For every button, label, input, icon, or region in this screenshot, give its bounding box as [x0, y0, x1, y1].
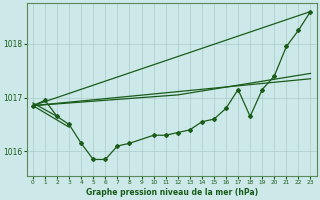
X-axis label: Graphe pression niveau de la mer (hPa): Graphe pression niveau de la mer (hPa) [86, 188, 258, 197]
